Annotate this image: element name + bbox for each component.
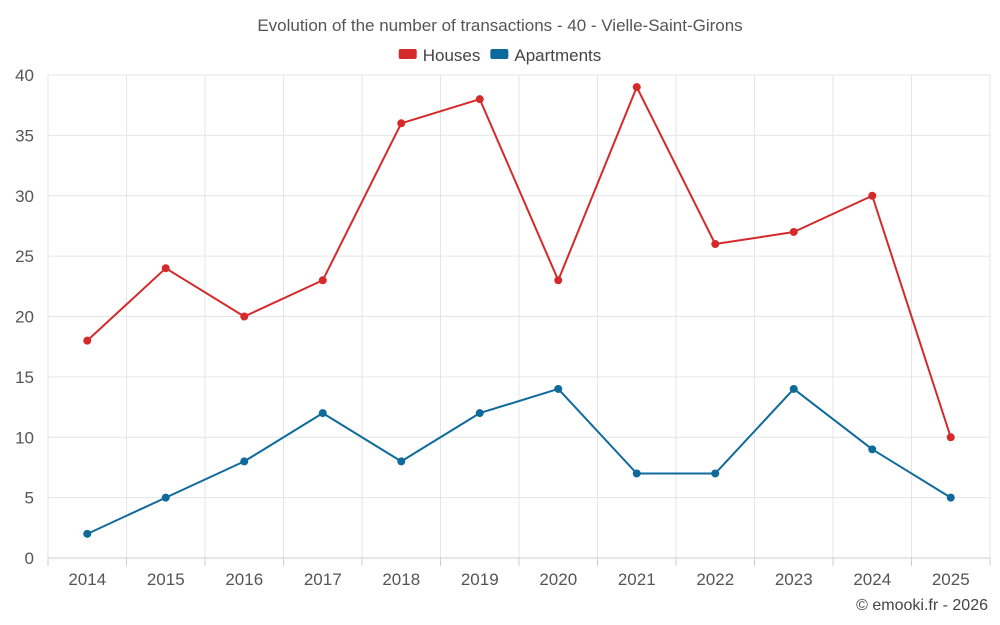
x-tick-label: 2024 xyxy=(853,570,891,589)
data-point-apartments[interactable] xyxy=(711,469,720,478)
data-point-houses[interactable] xyxy=(83,336,92,345)
y-axis-ticks: 0 5 10 15 20 25 30 35 40 xyxy=(15,66,34,568)
data-point-apartments[interactable] xyxy=(789,384,798,393)
data-point-houses[interactable] xyxy=(632,83,641,92)
data-point-houses[interactable] xyxy=(475,95,484,104)
data-point-apartments[interactable] xyxy=(868,445,877,454)
x-tick-label: 2014 xyxy=(68,570,106,589)
data-point-houses[interactable] xyxy=(789,227,798,236)
legend-label: Houses xyxy=(423,46,481,65)
data-point-houses[interactable] xyxy=(240,312,249,321)
y-tick-label: 25 xyxy=(15,247,34,266)
series xyxy=(83,83,955,538)
x-tick-label: 2018 xyxy=(382,570,420,589)
x-tick-label: 2016 xyxy=(225,570,263,589)
data-point-apartments[interactable] xyxy=(161,493,170,502)
data-point-houses[interactable] xyxy=(711,240,720,249)
x-tick-label: 2019 xyxy=(461,570,499,589)
y-tick-label: 10 xyxy=(15,428,34,447)
data-point-houses[interactable] xyxy=(161,264,170,273)
x-tick-label: 2021 xyxy=(618,570,656,589)
data-point-apartments[interactable] xyxy=(554,384,563,393)
x-tick-label: 2017 xyxy=(304,570,342,589)
y-tick-label: 20 xyxy=(15,308,34,327)
y-tick-label: 40 xyxy=(15,66,34,85)
legend-item-houses[interactable]: Houses xyxy=(398,46,481,65)
x-tick-label: 2025 xyxy=(932,570,970,589)
data-point-houses[interactable] xyxy=(554,276,563,285)
legend-label: Apartments xyxy=(514,46,601,65)
legend-swatch xyxy=(490,49,509,59)
series-line-apartments xyxy=(86,387,952,535)
y-tick-label: 30 xyxy=(15,187,34,206)
grid xyxy=(47,74,991,566)
data-point-houses[interactable] xyxy=(868,191,877,200)
legend-item-apartments[interactable]: Apartments xyxy=(490,46,601,65)
x-tick-label: 2022 xyxy=(696,570,734,589)
data-point-apartments[interactable] xyxy=(318,409,327,418)
data-point-apartments[interactable] xyxy=(475,409,484,418)
x-tick-label: 2020 xyxy=(539,570,577,589)
copyright-credit: © emooki.fr - 2026 xyxy=(856,597,988,614)
data-point-houses[interactable] xyxy=(318,276,327,285)
data-point-apartments[interactable] xyxy=(632,469,641,478)
y-tick-label: 5 xyxy=(25,489,34,508)
chart-title: Evolution of the number of transactions … xyxy=(257,16,742,35)
data-point-houses[interactable] xyxy=(946,433,955,442)
data-point-apartments[interactable] xyxy=(240,457,249,466)
y-tick-label: 15 xyxy=(15,368,34,387)
data-point-houses[interactable] xyxy=(397,119,406,128)
legend: Houses Apartments xyxy=(398,46,601,65)
data-point-apartments[interactable] xyxy=(397,457,406,466)
legend-swatch xyxy=(398,49,417,59)
y-tick-label: 35 xyxy=(15,126,34,145)
x-tick-label: 2023 xyxy=(775,570,813,589)
series-line-houses xyxy=(86,86,952,438)
x-axis-ticks: 2014 2015 2016 2017 2018 2019 2020 2021 2022 2023… xyxy=(68,570,969,589)
data-point-apartments[interactable] xyxy=(83,529,92,538)
data-point-apartments[interactable] xyxy=(946,493,955,502)
x-tick-label: 2015 xyxy=(147,570,185,589)
y-tick-label: 0 xyxy=(25,549,34,568)
